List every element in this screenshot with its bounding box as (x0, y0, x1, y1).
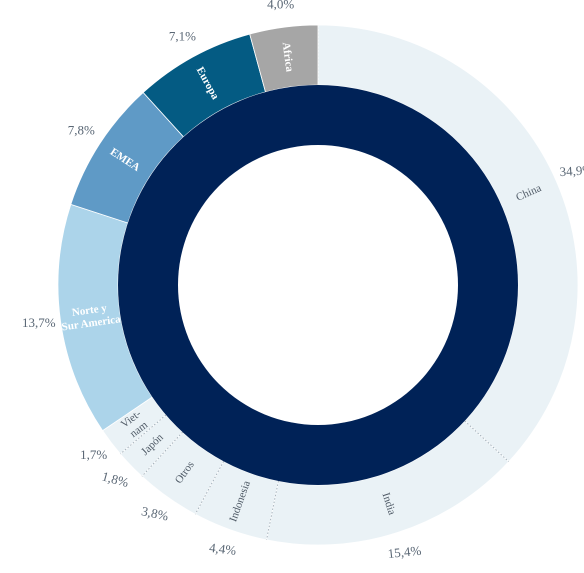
donut-hole (178, 145, 458, 425)
outer-ring (57, 24, 579, 546)
slice-divider (464, 420, 510, 462)
slice-divider (266, 480, 279, 540)
pct-label-vietnam: 1,7% (80, 447, 107, 462)
inner-ring (118, 85, 518, 485)
pct-label-japon: 1,8% (100, 468, 130, 490)
pct-label-china: 34,9% (559, 162, 584, 179)
pct-label-otros: 3,8% (140, 503, 170, 523)
pct-label-indonesia: 4,4% (208, 540, 237, 558)
slice-divider (141, 431, 183, 477)
slice-divider (120, 414, 167, 455)
pct-label-emea: 7,8% (68, 123, 95, 138)
pct-label-europa: 7,1% (169, 29, 196, 44)
pct-label-india: 15,4% (387, 543, 422, 561)
pct-label-norte-y-sur-america: 13,7% (22, 315, 56, 330)
percentage-labels: 34,9% 15,4% 4,4% 3,8% 1,8% 1,7% 13,7% 7,8% 7,1% 4… (22, 0, 584, 561)
slice-label-africa: Africa (280, 41, 296, 73)
pct-label-africa: 4,0% (267, 0, 294, 11)
slice-divider (194, 461, 224, 515)
